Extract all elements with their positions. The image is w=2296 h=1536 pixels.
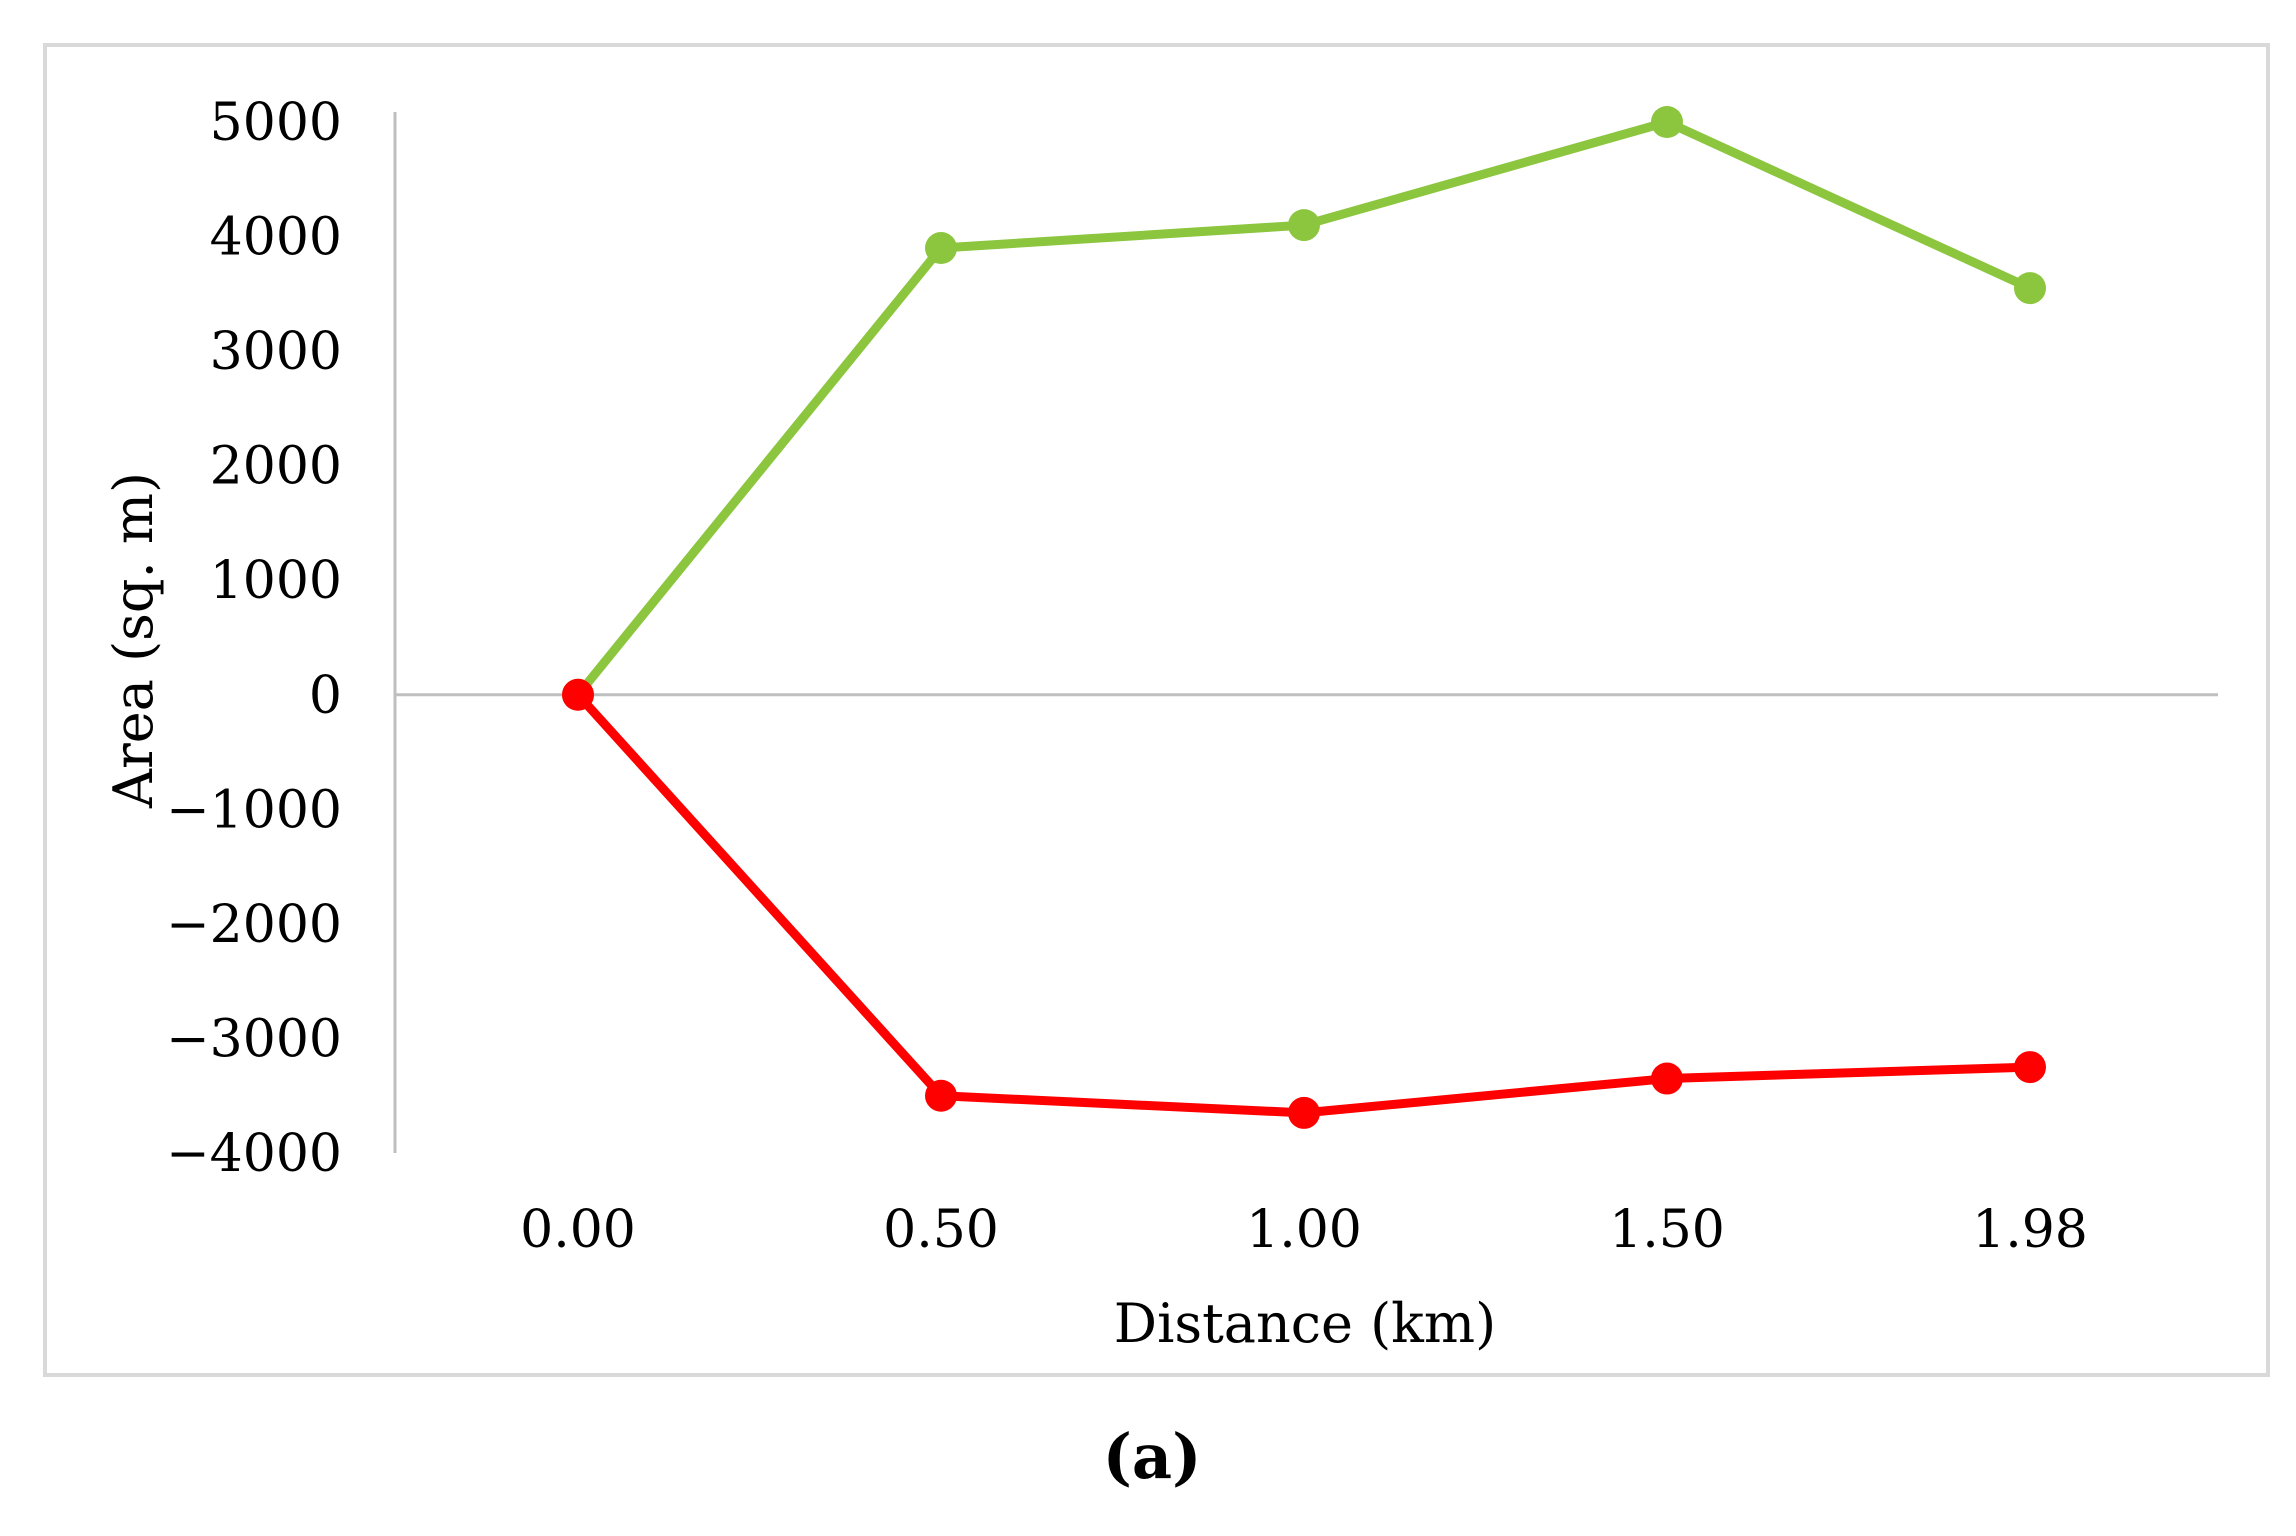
axes [393,112,2218,1153]
x-tick-label: 1.00 [1246,1200,1362,1260]
y-tick-label: 1000 [210,551,342,611]
y-tick-label: 3000 [210,322,342,382]
data-point [1651,106,1683,138]
x-tick-labels: 0.00 0.50 1.00 1.50 1.98 [520,1200,2088,1260]
y-tick-label: −1000 [166,780,342,840]
series-lines [562,106,2046,1129]
chart-border [43,43,2270,1377]
y-axis-title: Area (sq. m) [102,472,165,809]
y-tick-labels: 5000 4000 3000 2000 1000 0 −1000 −2000 −3000 −400… [166,93,342,1184]
data-point [2014,272,2046,305]
series-1 [562,678,2046,1129]
y-tick-label: −3000 [166,1009,342,1069]
data-point [1288,209,1320,242]
data-point [1288,1096,1320,1129]
data-point [925,232,957,265]
x-axis-title: Distance (km) [1114,1292,1496,1355]
y-tick-label: 2000 [210,437,342,497]
series-0 [562,106,2046,711]
y-tick-label: −2000 [166,895,342,955]
data-point [562,678,594,711]
x-tick-label: 0.00 [520,1200,636,1260]
data-point [925,1079,957,1112]
y-tick-label: 0 [309,666,342,726]
x-tick-label: 0.50 [883,1200,999,1260]
data-point [1651,1062,1683,1095]
y-tick-label: 4000 [210,208,342,268]
x-tick-label: 1.50 [1609,1200,1725,1260]
y-tick-label: 5000 [210,93,342,153]
y-tick-label: −4000 [166,1124,342,1184]
figure-caption: (a) [1103,1420,1202,1493]
x-tick-label: 1.98 [1972,1200,2088,1260]
data-point [2014,1051,2046,1084]
